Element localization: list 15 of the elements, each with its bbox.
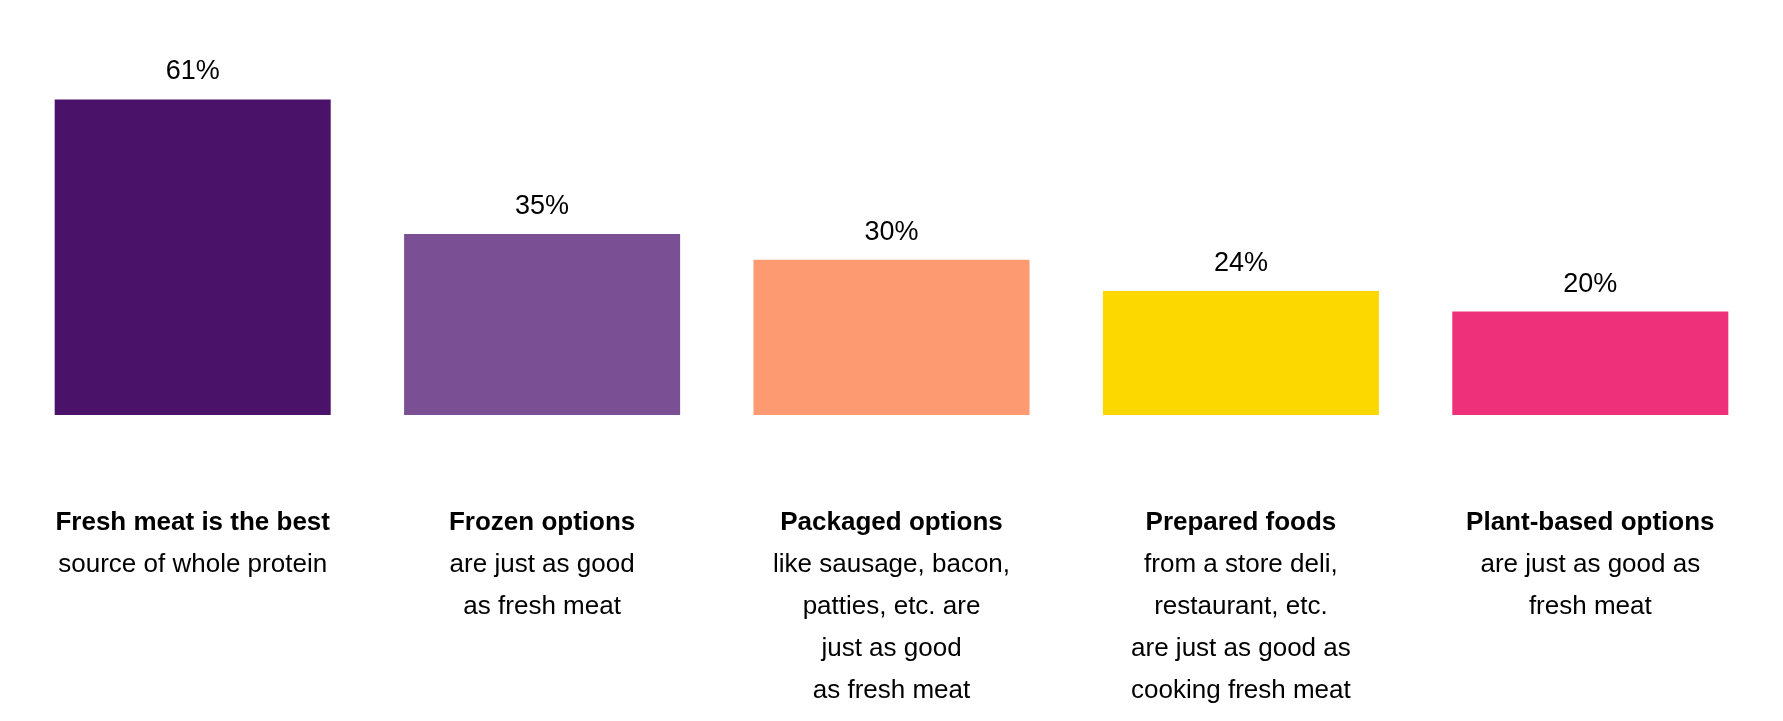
bar: [1452, 311, 1729, 415]
x-tick-label: Frozen options are just as good as fresh meat: [448, 506, 636, 621]
x-tick-label: Packaged options like sausage, bacon, patties, etc. are just as good as fresh meat: [772, 506, 1011, 705]
data-label: 30%: [864, 215, 919, 246]
x-tick-label: Plant-based options are just as good as fresh meat: [1466, 506, 1715, 621]
data-label: 61%: [165, 55, 220, 86]
bar: [404, 234, 681, 415]
bar: [1102, 290, 1379, 415]
data-label: 24%: [1213, 246, 1268, 277]
x-tick-label: Fresh meat is the best source of whole protein: [55, 506, 331, 579]
data-label: 20%: [1563, 267, 1618, 298]
x-tick-label: Prepared foods from a store deli, restaurant, etc. are just as good as cooking fresh meat: [1131, 506, 1352, 705]
bar: [54, 99, 331, 415]
data-label: 35%: [515, 189, 570, 220]
bar: [753, 259, 1030, 415]
